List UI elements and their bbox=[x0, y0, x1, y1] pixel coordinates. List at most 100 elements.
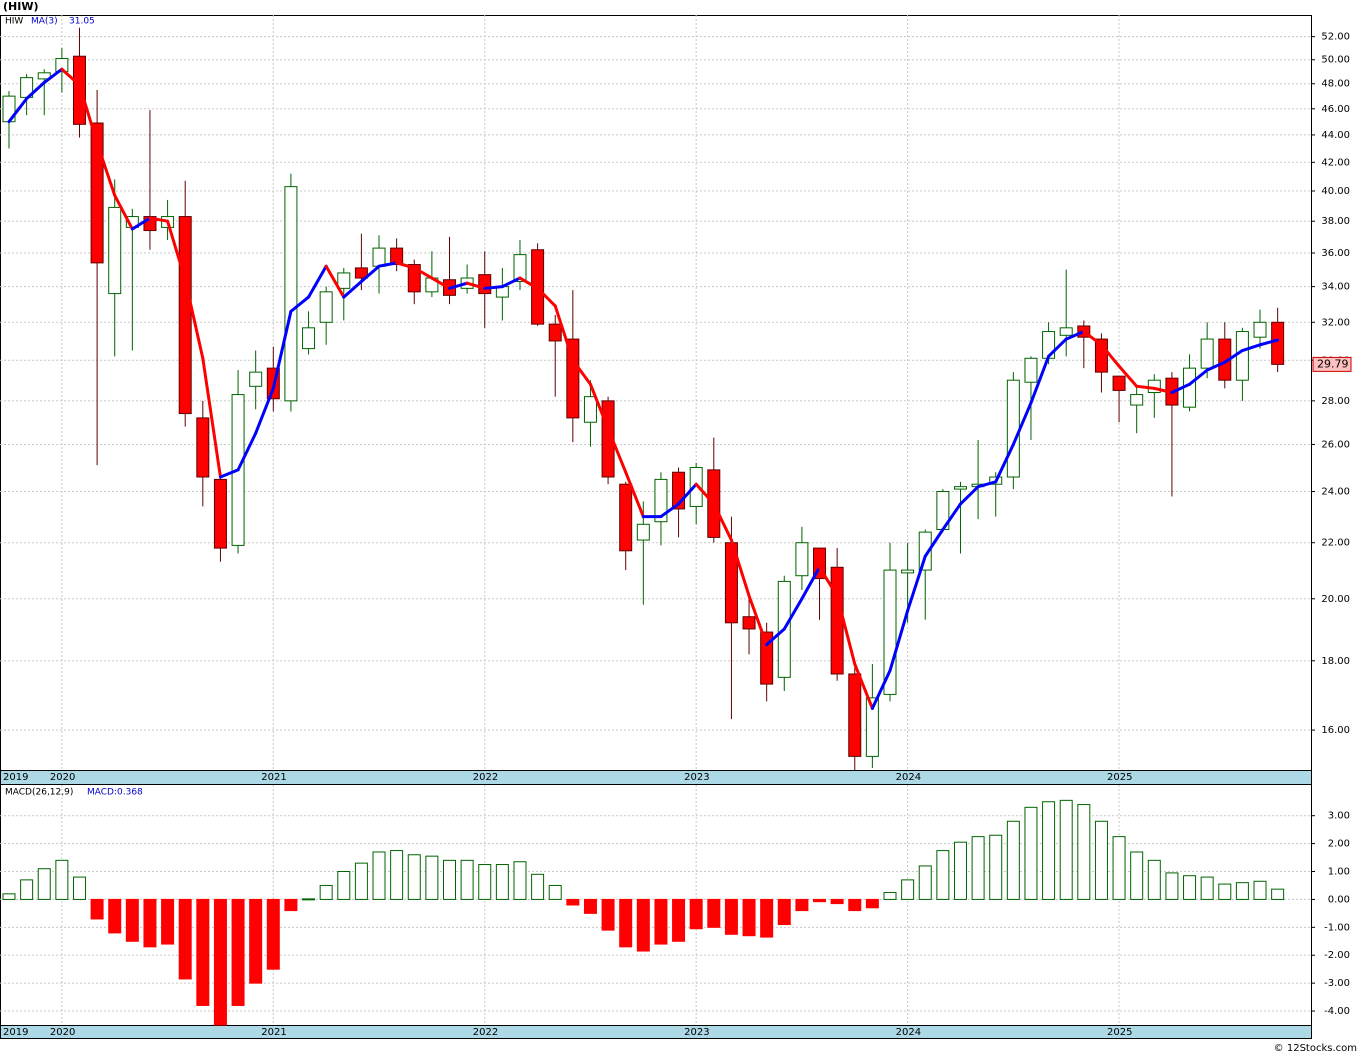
ma-line bbox=[236, 431, 258, 472]
candle-body bbox=[372, 247, 386, 267]
ma-line bbox=[77, 83, 99, 145]
candle-body bbox=[90, 122, 104, 264]
price-panel bbox=[0, 15, 1312, 771]
macd-bar bbox=[161, 898, 175, 945]
macd-bar bbox=[760, 898, 774, 938]
ma-line bbox=[25, 81, 46, 101]
y-tick-label: 16.00 bbox=[1321, 725, 1350, 736]
macd-bar bbox=[724, 898, 738, 935]
candle-body bbox=[178, 216, 192, 415]
x-tick-label: 2021 bbox=[261, 772, 286, 783]
legend-macd: MACD(26,12,9) bbox=[5, 788, 73, 798]
ma-line bbox=[994, 442, 1015, 484]
y-tick-label: 20.00 bbox=[1321, 594, 1350, 605]
candle-body bbox=[918, 531, 932, 571]
y-tick-label: 34.00 bbox=[1321, 282, 1350, 293]
ma-line bbox=[1135, 384, 1156, 390]
ma-line bbox=[800, 565, 822, 601]
candle-body bbox=[566, 338, 580, 419]
macd-bar bbox=[178, 898, 192, 980]
legend-macd-value: MACD:0.368 bbox=[87, 788, 143, 798]
x-tick-label: 2020 bbox=[50, 1027, 75, 1038]
y-tick-label: 52.00 bbox=[1321, 32, 1350, 43]
macd-bar bbox=[213, 898, 227, 1026]
ma-line bbox=[571, 358, 592, 386]
ma-line bbox=[536, 286, 557, 308]
ma-line bbox=[1117, 364, 1139, 388]
macd-bar bbox=[196, 898, 210, 1006]
macd-bar bbox=[337, 871, 351, 900]
ma-line bbox=[1170, 382, 1192, 394]
macd-bar bbox=[1094, 820, 1108, 900]
macd-bar bbox=[1183, 875, 1197, 900]
candle-body bbox=[319, 291, 333, 323]
macd-bar bbox=[953, 841, 967, 900]
y-tick-label: 38.00 bbox=[1321, 216, 1350, 227]
y-tick-label: -4.00 bbox=[1324, 1006, 1350, 1017]
macd-bar bbox=[883, 891, 897, 900]
y-tick-label: -3.00 bbox=[1324, 978, 1350, 989]
macd-bar bbox=[601, 898, 615, 931]
y-tick-label: 0.00 bbox=[1328, 894, 1350, 905]
y-tick-label: 2.00 bbox=[1328, 839, 1350, 850]
ma-line bbox=[835, 594, 857, 666]
x-tick-label: 2025 bbox=[1107, 1027, 1132, 1038]
x-tick-label: 2024 bbox=[896, 1027, 921, 1038]
ma-line bbox=[448, 281, 469, 290]
candle-body bbox=[37, 72, 51, 80]
candle-body bbox=[302, 327, 316, 350]
macd-bar bbox=[1006, 820, 1020, 900]
candle-body bbox=[795, 542, 809, 577]
macd-bar bbox=[830, 898, 844, 905]
macd-bar bbox=[1218, 883, 1232, 900]
macd-bar bbox=[813, 898, 827, 903]
y-tick-label: 3.00 bbox=[1328, 811, 1350, 822]
ma-line bbox=[1099, 343, 1121, 368]
macd-bar bbox=[971, 836, 985, 900]
ma-line bbox=[694, 482, 716, 506]
ma-line bbox=[201, 356, 222, 479]
x-tick-label: 2024 bbox=[896, 772, 921, 783]
ma-line bbox=[307, 264, 328, 299]
macd-bar bbox=[443, 859, 456, 900]
macd-bar bbox=[548, 884, 562, 900]
ma-line bbox=[923, 527, 945, 558]
macd-bar bbox=[1271, 888, 1285, 900]
macd-bar bbox=[231, 898, 245, 1006]
macd-bar bbox=[583, 898, 597, 914]
macd-bar bbox=[266, 898, 280, 970]
candle-body bbox=[108, 206, 122, 295]
ma-line bbox=[1205, 360, 1227, 372]
macd-bar bbox=[1112, 836, 1126, 900]
macd-bar bbox=[1235, 882, 1249, 900]
y-tick-label: 32.00 bbox=[1321, 317, 1350, 328]
ma-line bbox=[853, 662, 874, 710]
ma-line bbox=[1047, 337, 1068, 358]
y-tick-label: 1.00 bbox=[1328, 867, 1350, 878]
candle-body bbox=[249, 371, 263, 387]
ma-line bbox=[500, 276, 522, 289]
macd-bar bbox=[407, 854, 421, 900]
candle-body bbox=[1024, 357, 1038, 383]
last-price: 29.79 bbox=[1317, 357, 1349, 370]
candle-body bbox=[548, 323, 562, 342]
macd-bar bbox=[1024, 806, 1038, 900]
macd-bar bbox=[425, 855, 439, 900]
ma-line bbox=[518, 276, 540, 290]
ma-line bbox=[148, 216, 170, 223]
ma-line bbox=[395, 261, 416, 270]
macd-bar bbox=[989, 834, 1003, 900]
ma-line bbox=[7, 97, 29, 124]
ma-line bbox=[95, 141, 117, 197]
candle-body bbox=[883, 569, 897, 695]
ma-line bbox=[483, 285, 504, 290]
macd-bar bbox=[125, 898, 139, 942]
ma-line bbox=[1064, 330, 1086, 341]
candle-body bbox=[354, 267, 368, 279]
macd-bar bbox=[302, 898, 316, 901]
ma-line bbox=[765, 627, 786, 647]
macd-bar bbox=[249, 898, 263, 984]
candle-body bbox=[619, 483, 633, 552]
ma-line bbox=[254, 386, 275, 435]
macd-bar bbox=[108, 898, 122, 934]
